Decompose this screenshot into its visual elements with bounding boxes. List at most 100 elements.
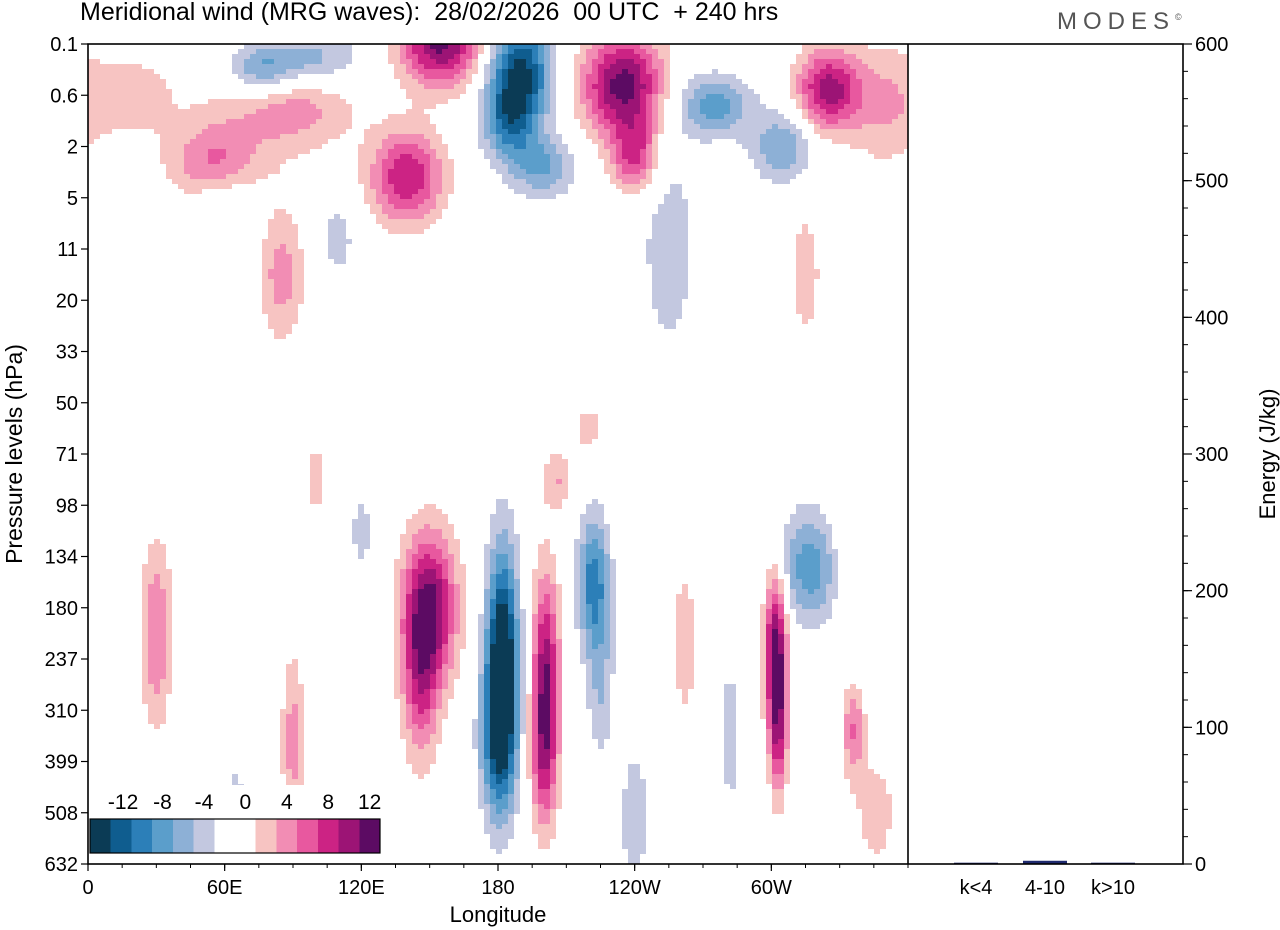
contour-cell — [550, 694, 556, 699]
contour-cell — [436, 49, 442, 54]
contour-cell — [538, 729, 550, 734]
contour-cell — [154, 574, 160, 579]
contour-cell — [706, 114, 724, 119]
contour-cell — [784, 679, 790, 684]
contour-cell — [766, 644, 772, 649]
contour-cell — [556, 684, 562, 689]
contour-cell — [676, 599, 694, 604]
contour-cell — [736, 89, 754, 94]
contour-cell — [406, 569, 412, 574]
contour-cell — [508, 794, 514, 799]
contour-cell — [400, 579, 406, 584]
contour-cell — [556, 644, 562, 649]
contour-cell — [298, 709, 304, 714]
contour-cell — [394, 639, 400, 644]
contour-cell — [88, 69, 154, 74]
contour-cell — [298, 744, 304, 749]
contour-cell — [532, 614, 538, 619]
contour-cell — [580, 44, 592, 49]
contour-cell — [772, 759, 784, 764]
contour-cell — [394, 624, 400, 629]
contour-cell — [418, 594, 436, 599]
contour-cell — [496, 789, 508, 794]
contour-cell — [508, 784, 514, 789]
contour-cell — [412, 689, 418, 694]
contour-cell — [616, 184, 646, 189]
contour-cell — [790, 599, 796, 604]
contour-cell — [784, 654, 790, 659]
contour-cell — [490, 804, 496, 809]
contour-cell — [394, 184, 424, 189]
contour-cell — [622, 834, 646, 839]
contour-cell — [394, 569, 400, 574]
contour-cell — [586, 589, 604, 594]
contour-cell — [550, 714, 556, 719]
contour-cell — [724, 684, 736, 689]
contour-cell — [448, 674, 460, 679]
contour-cell — [268, 319, 298, 324]
contour-cell — [442, 629, 448, 634]
contour-cell — [400, 659, 406, 664]
contour-cell — [304, 64, 346, 69]
contour-cell — [454, 639, 466, 644]
contour-cell — [496, 629, 508, 634]
contour-cell — [430, 679, 436, 684]
contour-cell — [490, 784, 508, 789]
contour-cell — [826, 594, 838, 599]
contour-cell — [760, 624, 766, 629]
contour-cell — [508, 129, 520, 134]
contour-cell — [148, 624, 166, 629]
contour-cell — [436, 589, 442, 594]
contour-cell — [604, 579, 610, 584]
contour-cell — [496, 824, 502, 829]
contour-cell — [142, 564, 166, 569]
contour-cell — [148, 659, 166, 664]
contour-cell — [502, 809, 514, 814]
contour-cell — [616, 144, 622, 149]
contour-cell — [286, 749, 298, 754]
contour-cell — [652, 274, 688, 279]
y-tick-label: 399 — [45, 752, 78, 774]
contour-cell — [574, 104, 586, 109]
contour-cell — [442, 694, 454, 699]
contour-cell — [532, 89, 538, 94]
contour-cell — [616, 159, 628, 164]
contour-cell — [442, 649, 448, 654]
contour-cell — [406, 89, 466, 94]
contour-cell — [484, 544, 496, 549]
contour-cell — [364, 194, 376, 199]
contour-cell — [616, 74, 634, 79]
contour-cell — [526, 169, 550, 174]
contour-cell — [406, 529, 418, 534]
contour-cell — [232, 54, 250, 59]
contour-cell — [580, 79, 586, 84]
contour-cell — [544, 674, 550, 679]
contour-cell — [412, 594, 418, 599]
contour-cell — [514, 709, 520, 714]
contour-cell — [550, 794, 556, 799]
contour-cell — [478, 694, 484, 699]
contour-cell — [796, 529, 820, 534]
contour-cell — [442, 594, 448, 599]
contour-cell — [184, 144, 256, 149]
contour-cell — [556, 639, 562, 644]
contour-cell — [322, 114, 352, 119]
contour-cell — [604, 94, 616, 99]
contour-cell — [538, 819, 550, 824]
contour-cell — [400, 639, 406, 644]
contour-cell — [478, 794, 484, 799]
contour-cell — [400, 534, 412, 539]
contour-cell — [772, 729, 784, 734]
contour-cell — [802, 99, 808, 104]
contour-cell — [838, 119, 892, 124]
contour-cell — [538, 649, 544, 654]
contour-cell — [826, 599, 832, 604]
contour-cell — [190, 104, 268, 109]
contour-cell — [406, 574, 412, 579]
contour-cell — [610, 569, 616, 574]
contour-cell — [784, 549, 790, 554]
contour-cell — [514, 784, 520, 789]
contour-cell — [490, 759, 496, 764]
contour-cell — [892, 119, 908, 124]
contour-cell — [490, 714, 514, 719]
